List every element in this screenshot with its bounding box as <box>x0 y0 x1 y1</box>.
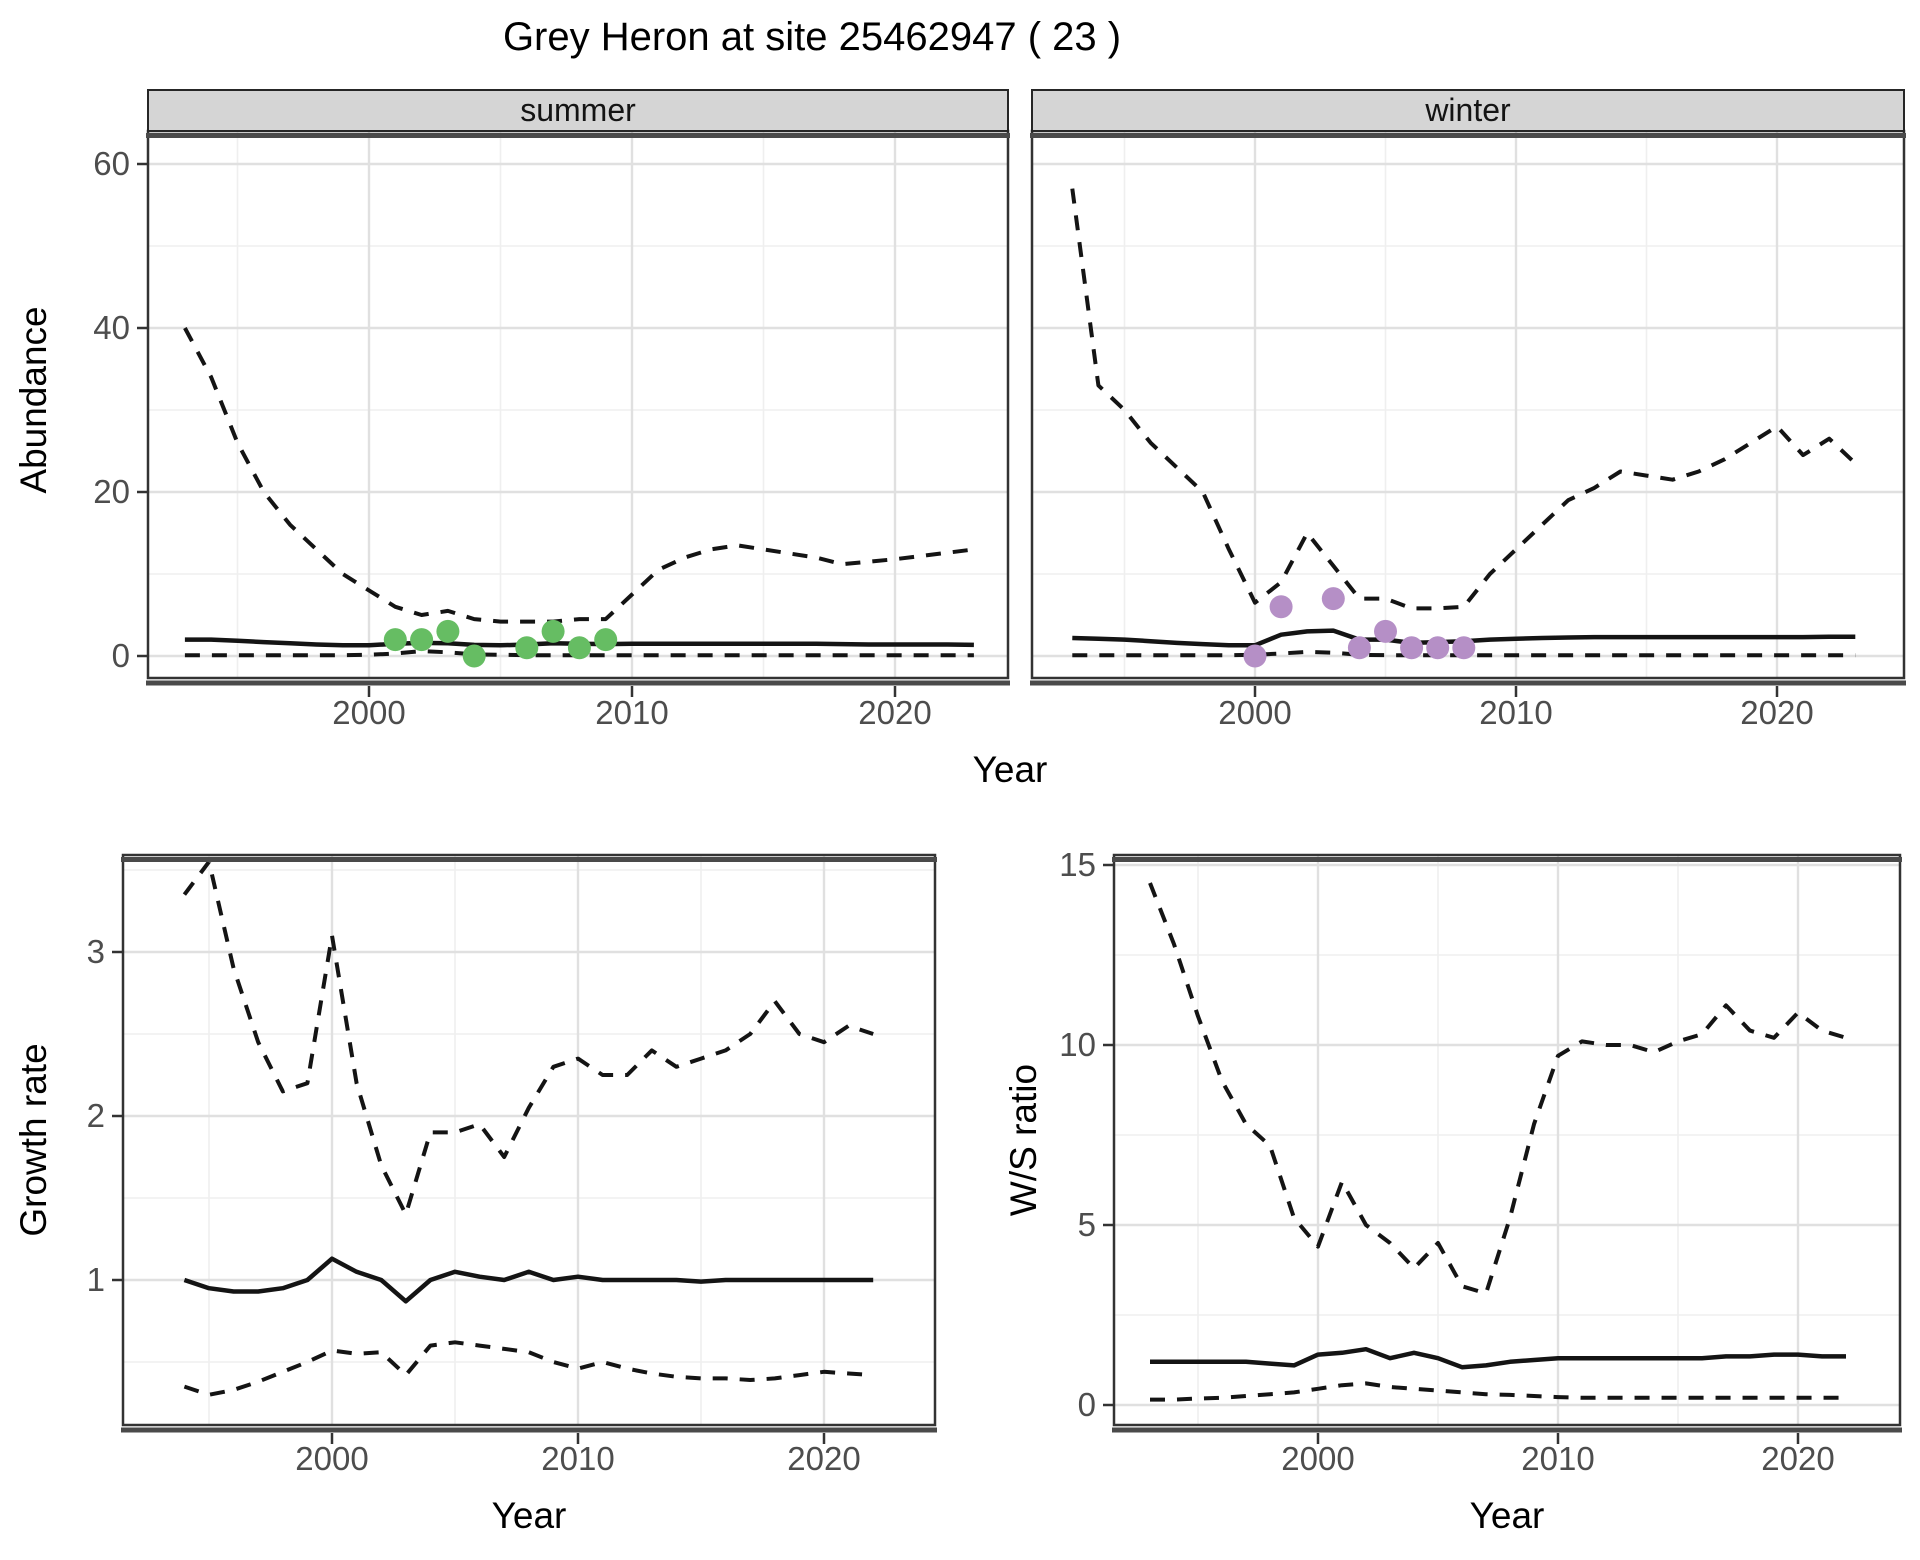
observation-point <box>410 628 434 652</box>
observation-point <box>567 636 591 660</box>
observation-point <box>1374 619 1397 643</box>
observation-point <box>1400 636 1424 660</box>
facet-strip-summer: summer <box>147 89 1009 132</box>
facet-strip-rect <box>1031 89 1905 132</box>
x-tick-label: 2000 <box>1218 694 1291 731</box>
ws-year-axis-title: Year <box>1470 1495 1545 1536</box>
observation-point <box>462 644 486 668</box>
panel-background <box>148 131 1008 678</box>
facet-strip-winter: winter <box>1031 89 1905 132</box>
panel-background <box>123 855 935 1425</box>
panel-background <box>1114 855 1900 1425</box>
panel-abundance_summer: 2000 2010 2020 0 20 40 60 <box>93 129 1010 731</box>
x-tick-label: 2020 <box>1740 694 1813 731</box>
abundance-axis-title: Abundance <box>13 306 54 493</box>
facet-strip-label-summer: summer <box>520 92 636 128</box>
series-estimate <box>183 1256 874 1304</box>
observation-point <box>1243 644 1267 668</box>
panel-border <box>1112 853 1902 1427</box>
observation-point <box>1321 587 1345 611</box>
x-tick-label: 2000 <box>332 694 405 731</box>
x-tick-label: 2000 <box>295 1440 368 1477</box>
x-tick-label: 2020 <box>787 1440 860 1477</box>
observation-point <box>383 628 407 652</box>
y-tick-label: 0 <box>112 637 130 674</box>
y-tick-label: 0 <box>1078 1386 1096 1423</box>
x-tick-label: 2000 <box>1281 1440 1354 1477</box>
y-tick-label: 1 <box>87 1261 105 1298</box>
y-tick-label: 20 <box>93 473 130 510</box>
growth-year-axis-title: Year <box>492 1495 567 1536</box>
facet-strip-label-winter: winter <box>1424 92 1511 128</box>
observation-point <box>436 619 460 643</box>
observation-point <box>1269 595 1293 619</box>
y-tick-label: 2 <box>87 1097 105 1134</box>
ws-ratio-axis-title: W/S ratio <box>1003 1064 1044 1216</box>
observation-point <box>1426 636 1450 660</box>
y-tick-label: 10 <box>1059 1026 1096 1063</box>
plot-title: Grey Heron at site 25462947 ( 23 ) <box>503 15 1121 59</box>
panel-growth_rate: 2000 2010 2020 1 2 3 <box>87 853 937 1477</box>
series-lower_ci <box>1150 1381 1846 1402</box>
series-upper_ci <box>1148 882 1847 1296</box>
x-tick-label: 2020 <box>1761 1440 1834 1477</box>
observation-point <box>1347 636 1371 660</box>
x-tick-label: 2020 <box>858 694 931 731</box>
top-year-axis-title: Year <box>973 749 1048 790</box>
series-lower_ci <box>183 1340 874 1397</box>
x-tick-label: 2010 <box>1521 1440 1594 1477</box>
y-tick-label: 15 <box>1059 846 1096 883</box>
growth-rate-axis-title: Growth rate <box>13 1043 54 1236</box>
panel-abundance_winter: 2000 2010 2020 <box>1030 129 1906 731</box>
y-tick-label: 40 <box>93 309 130 346</box>
x-tick-label: 2010 <box>1479 694 1552 731</box>
y-tick-label: 3 <box>87 933 105 970</box>
observation-point <box>541 619 565 643</box>
panel-ws_ratio: 2000 2010 2020 0 5 10 15 <box>1059 846 1902 1477</box>
y-tick-label: 5 <box>1078 1206 1096 1243</box>
series-upper_ci <box>183 327 975 624</box>
series-upper_ci <box>182 859 874 1217</box>
observation-point <box>1452 636 1476 660</box>
panel-background <box>1032 131 1904 678</box>
x-tick-label: 2010 <box>541 1440 614 1477</box>
panel-border <box>121 853 937 1427</box>
facet-strip-rect <box>147 89 1009 132</box>
series-estimate <box>1150 1346 1846 1370</box>
observation-point <box>594 628 618 652</box>
observation-point <box>515 636 539 660</box>
x-tick-label: 2010 <box>595 694 668 731</box>
series-upper_ci <box>1070 188 1857 611</box>
series-lower_ci <box>184 649 974 658</box>
y-tick-label: 60 <box>93 145 130 182</box>
